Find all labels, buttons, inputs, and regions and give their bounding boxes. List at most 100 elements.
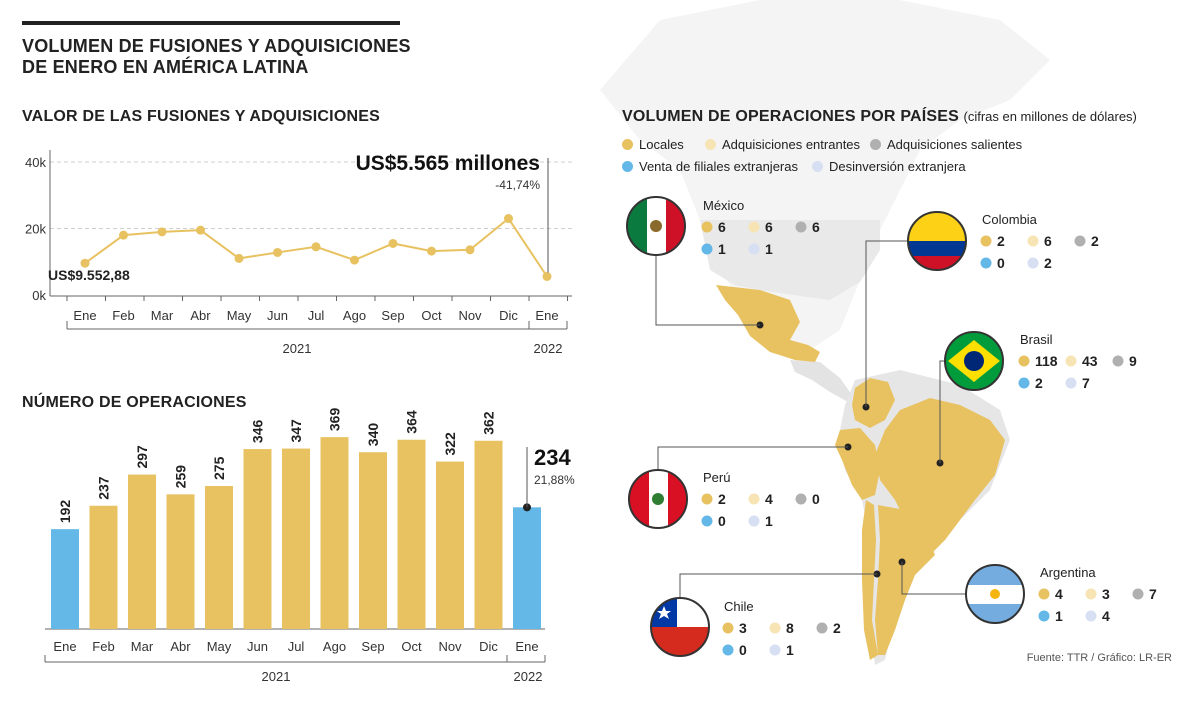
country-value: 2 bbox=[718, 491, 726, 507]
data-point bbox=[234, 253, 244, 263]
country-value: 2 bbox=[1044, 255, 1052, 271]
bar-value-label: 369 bbox=[327, 408, 343, 432]
country-value: 0 bbox=[739, 642, 747, 658]
country-value: 6 bbox=[812, 219, 820, 235]
usa-land bbox=[700, 220, 880, 300]
x-tick-label: Abr bbox=[170, 639, 191, 654]
x-tick-label: Mar bbox=[151, 308, 174, 323]
bar-value-label: 237 bbox=[96, 476, 112, 500]
value-dot bbox=[1038, 610, 1050, 622]
year-label: 2021 bbox=[262, 669, 291, 684]
value-dot bbox=[1112, 355, 1124, 367]
x-tick-label: Oct bbox=[401, 639, 422, 654]
legend-locales: Locales bbox=[622, 137, 684, 152]
title-rule bbox=[22, 21, 400, 25]
map-title: VOLUMEN DE OPERACIONES POR PAÍSES (cifra… bbox=[622, 108, 1137, 126]
legend-salientes: Adquisiciones salientes bbox=[870, 137, 1022, 152]
last-value-label: 234 bbox=[534, 445, 571, 470]
colombia-connector bbox=[865, 240, 908, 407]
colombia-shape bbox=[852, 378, 895, 428]
legend-dot bbox=[622, 161, 633, 172]
mexico-shape bbox=[716, 285, 820, 362]
map-subtitle: (cifras en millones de dólares) bbox=[963, 109, 1137, 124]
map-title-text: VOLUMEN DE OPERACIONES POR PAÍSES bbox=[622, 108, 960, 125]
end-change-label: -41,74% bbox=[495, 178, 540, 192]
x-tick-label: Sep bbox=[361, 639, 384, 654]
value-dot bbox=[816, 622, 828, 634]
country-value: 8 bbox=[786, 620, 794, 636]
data-point bbox=[388, 238, 398, 248]
bar bbox=[359, 452, 387, 629]
x-tick-label: Abr bbox=[190, 308, 211, 323]
data-point bbox=[80, 258, 90, 268]
x-tick-label: Feb bbox=[92, 639, 114, 654]
x-tick-label: Ago bbox=[343, 308, 366, 323]
data-point bbox=[196, 225, 205, 235]
bar bbox=[166, 494, 195, 629]
value-dot bbox=[748, 221, 760, 233]
y-tick-label: 40k bbox=[25, 155, 46, 170]
legend-label: Adquisiciones entrantes bbox=[722, 137, 861, 152]
data-point bbox=[427, 246, 436, 256]
data-point bbox=[273, 247, 282, 257]
y-tick-label: 20k bbox=[25, 222, 46, 237]
brasil-flag-icon bbox=[945, 332, 1003, 390]
main-title-line1: VOLUMEN DE FUSIONES Y ADQUISICIONES bbox=[22, 36, 411, 56]
value-dot bbox=[1018, 355, 1030, 367]
country-value: 0 bbox=[718, 513, 726, 529]
country-value: 7 bbox=[1149, 586, 1157, 602]
value-dot bbox=[1132, 588, 1144, 600]
country-value: 6 bbox=[765, 219, 773, 235]
x-tick-label: Jul bbox=[288, 639, 305, 654]
chile-connector bbox=[679, 573, 877, 605]
value-dot bbox=[769, 644, 781, 656]
value-dot bbox=[722, 622, 734, 634]
data-point bbox=[119, 230, 128, 240]
line-chart: 0k 20k 40k Ene Feb Mar Abr May Jun Jul Ago Sep Oct No… bbox=[25, 150, 572, 356]
value-dot bbox=[701, 493, 713, 505]
value-dot bbox=[980, 235, 992, 247]
data-point bbox=[157, 227, 167, 237]
legend-venta: Venta de filiales extranjeras bbox=[622, 159, 798, 174]
value-dot bbox=[1027, 235, 1039, 247]
bar-value-label: 297 bbox=[134, 445, 150, 469]
y-tick-label: 0k bbox=[32, 288, 46, 303]
x-tick-label: Sep bbox=[381, 308, 404, 323]
bar-value-label: 322 bbox=[442, 432, 458, 456]
country-name: Perú bbox=[703, 470, 730, 485]
country-value: 9 bbox=[1129, 353, 1137, 369]
country-value: 4 bbox=[765, 491, 773, 507]
x-tick-label: Ene bbox=[53, 639, 76, 654]
legend-desinversion: Desinversión extranjera bbox=[812, 159, 966, 174]
value-dot bbox=[748, 515, 760, 527]
bar-value-label: 340 bbox=[365, 423, 381, 447]
country-value: 7 bbox=[1082, 375, 1090, 391]
x-tick-label: Mar bbox=[131, 639, 154, 654]
bar bbox=[513, 507, 541, 629]
bar bbox=[205, 486, 233, 629]
value-dot bbox=[701, 515, 713, 527]
x-tick-label: Ene bbox=[535, 308, 558, 323]
bar-value-label: 346 bbox=[250, 420, 266, 444]
value-dot bbox=[1027, 257, 1039, 269]
year-label: 2021 bbox=[283, 341, 312, 356]
bar bbox=[474, 440, 503, 629]
year-label: 2022 bbox=[514, 669, 543, 684]
legend-label: Locales bbox=[639, 137, 684, 152]
bar-value-label: 275 bbox=[211, 456, 227, 480]
value-dot bbox=[1065, 377, 1077, 389]
bar-chart: 192 Ene 237 Feb 297 Mar 259 Abr 275 May 346 Jun 347 J… bbox=[44, 408, 575, 684]
value-dot bbox=[722, 644, 734, 656]
mexico-connector bbox=[655, 255, 760, 326]
start-value-label: US$9.552,88 bbox=[48, 267, 130, 283]
value-dot bbox=[769, 622, 781, 634]
x-tick-label: Ene bbox=[515, 639, 538, 654]
legend-dot bbox=[812, 161, 823, 172]
value-dot bbox=[701, 221, 713, 233]
country-name: Colombia bbox=[982, 212, 1038, 227]
end-value-label: US$5.565 millones bbox=[356, 152, 540, 175]
value-dot bbox=[701, 243, 713, 255]
country-value: 6 bbox=[1044, 233, 1052, 249]
value-dot bbox=[1085, 610, 1097, 622]
country-value: 4 bbox=[1055, 586, 1063, 602]
